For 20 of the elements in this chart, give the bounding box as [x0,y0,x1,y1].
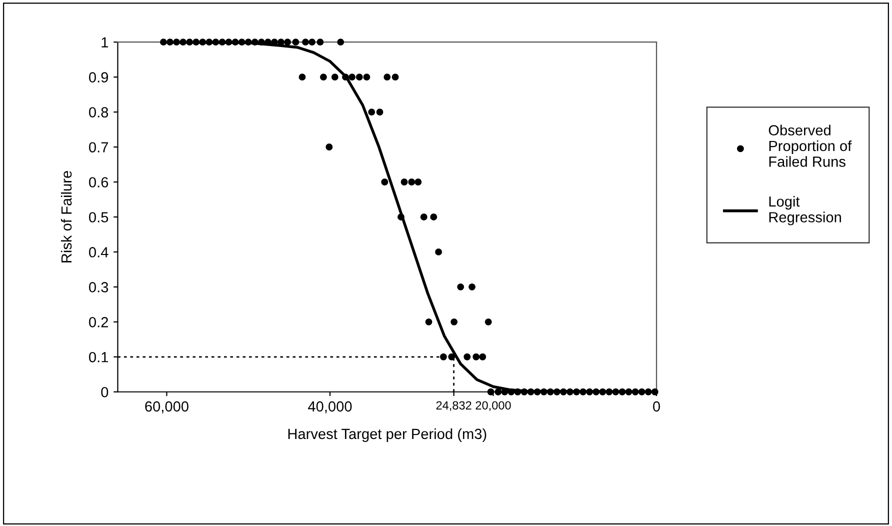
y-tick-label: 0.8 [89,107,108,118]
x-tick-label: 24,832 [436,401,472,411]
y-tick-label: 0.3 [89,282,108,292]
y-tick-label: 0.1 [89,352,108,362]
y-tick-label: 0.9 [89,72,108,82]
y-tick-label: 0.2 [89,317,108,328]
y-tick-label: 0 [101,386,108,398]
x-axis-title: Harvest Target per Period (m3) [288,428,486,442]
y-tick-label: 0.4 [89,247,108,258]
y-tick-label: 0.6 [89,177,108,188]
y-tick-label: 0.5 [89,212,108,222]
y-tick-label: 1 [102,37,108,48]
x-tick-label: 0 [653,401,660,412]
legend-label: Logit Regression [769,196,841,226]
x-tick-label: 40,000 [308,401,352,414]
y-axis-title: Risk of Failure [60,171,72,262]
x-tick-label: 60,000 [145,401,188,414]
y-tick-label: 0.7 [89,142,108,152]
x-tick-label: 20,000 [476,401,511,411]
legend-label: Observed Proportion of Failed Runs [768,124,852,167]
